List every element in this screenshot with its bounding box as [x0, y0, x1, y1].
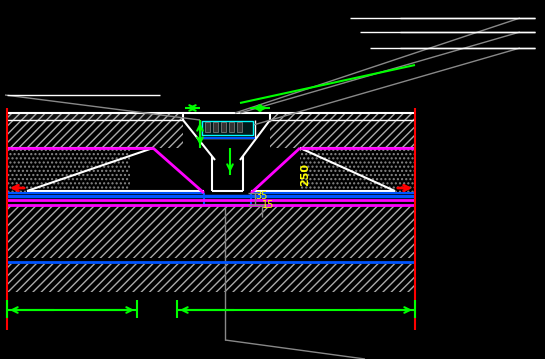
Bar: [202, 121, 253, 135]
Bar: [7, 113, 183, 148]
Bar: [7, 205, 415, 258]
Text: 35: 35: [255, 191, 268, 201]
Bar: [270, 113, 415, 148]
Bar: [221, 122, 226, 132]
Bar: [205, 122, 210, 132]
Bar: [300, 148, 415, 193]
Bar: [7, 148, 130, 193]
Bar: [229, 122, 234, 132]
Bar: [7, 113, 183, 121]
Bar: [237, 122, 242, 132]
Bar: [213, 122, 218, 132]
Bar: [7, 264, 415, 292]
Text: 250: 250: [300, 163, 310, 186]
Text: 15: 15: [262, 200, 274, 210]
